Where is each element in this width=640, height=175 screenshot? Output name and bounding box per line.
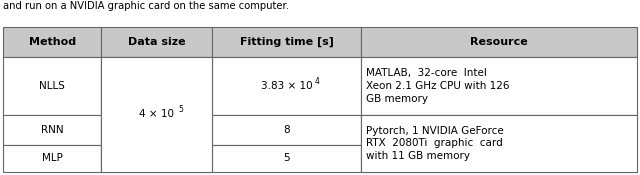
Bar [3,115,101,145]
Text: 4: 4 [315,76,320,86]
Text: Fitting time [s]: Fitting time [s] [240,37,333,47]
Text: 5: 5 [179,105,184,114]
Bar [101,115,212,145]
Bar [101,57,212,172]
Text: 5: 5 [284,153,290,163]
Bar [101,145,212,172]
Bar [212,27,361,57]
Text: 8: 8 [284,125,290,135]
Text: Method: Method [29,37,76,47]
Bar [3,145,101,172]
Text: and run on a NVIDIA graphic card on the same computer.: and run on a NVIDIA graphic card on the … [3,1,289,11]
Text: 4 × 10: 4 × 10 [140,109,174,119]
Text: 3.83 × 10: 3.83 × 10 [261,81,312,91]
Bar [3,27,101,57]
Text: RNN: RNN [41,125,63,135]
Text: NLLS: NLLS [40,81,65,91]
Bar [101,57,212,115]
Bar [361,115,637,145]
Bar [212,115,361,145]
Text: MLP: MLP [42,153,63,163]
Text: Resource: Resource [470,37,528,47]
Bar [212,145,361,172]
Bar [3,57,101,115]
Bar [212,57,361,115]
Text: Data size: Data size [128,37,186,47]
Text: Pytorch, 1 NVIDIA GeForce
RTX  2080Ti  graphic  card
with 11 GB memory: Pytorch, 1 NVIDIA GeForce RTX 2080Ti gra… [366,125,504,161]
Bar [361,145,637,172]
Bar [361,115,637,172]
Text: MATLAB,  32-core  Intel
Xeon 2.1 GHz CPU with 126
GB memory: MATLAB, 32-core Intel Xeon 2.1 GHz CPU w… [366,68,510,104]
Bar [101,27,212,57]
Bar [361,57,637,115]
Bar [361,27,637,57]
